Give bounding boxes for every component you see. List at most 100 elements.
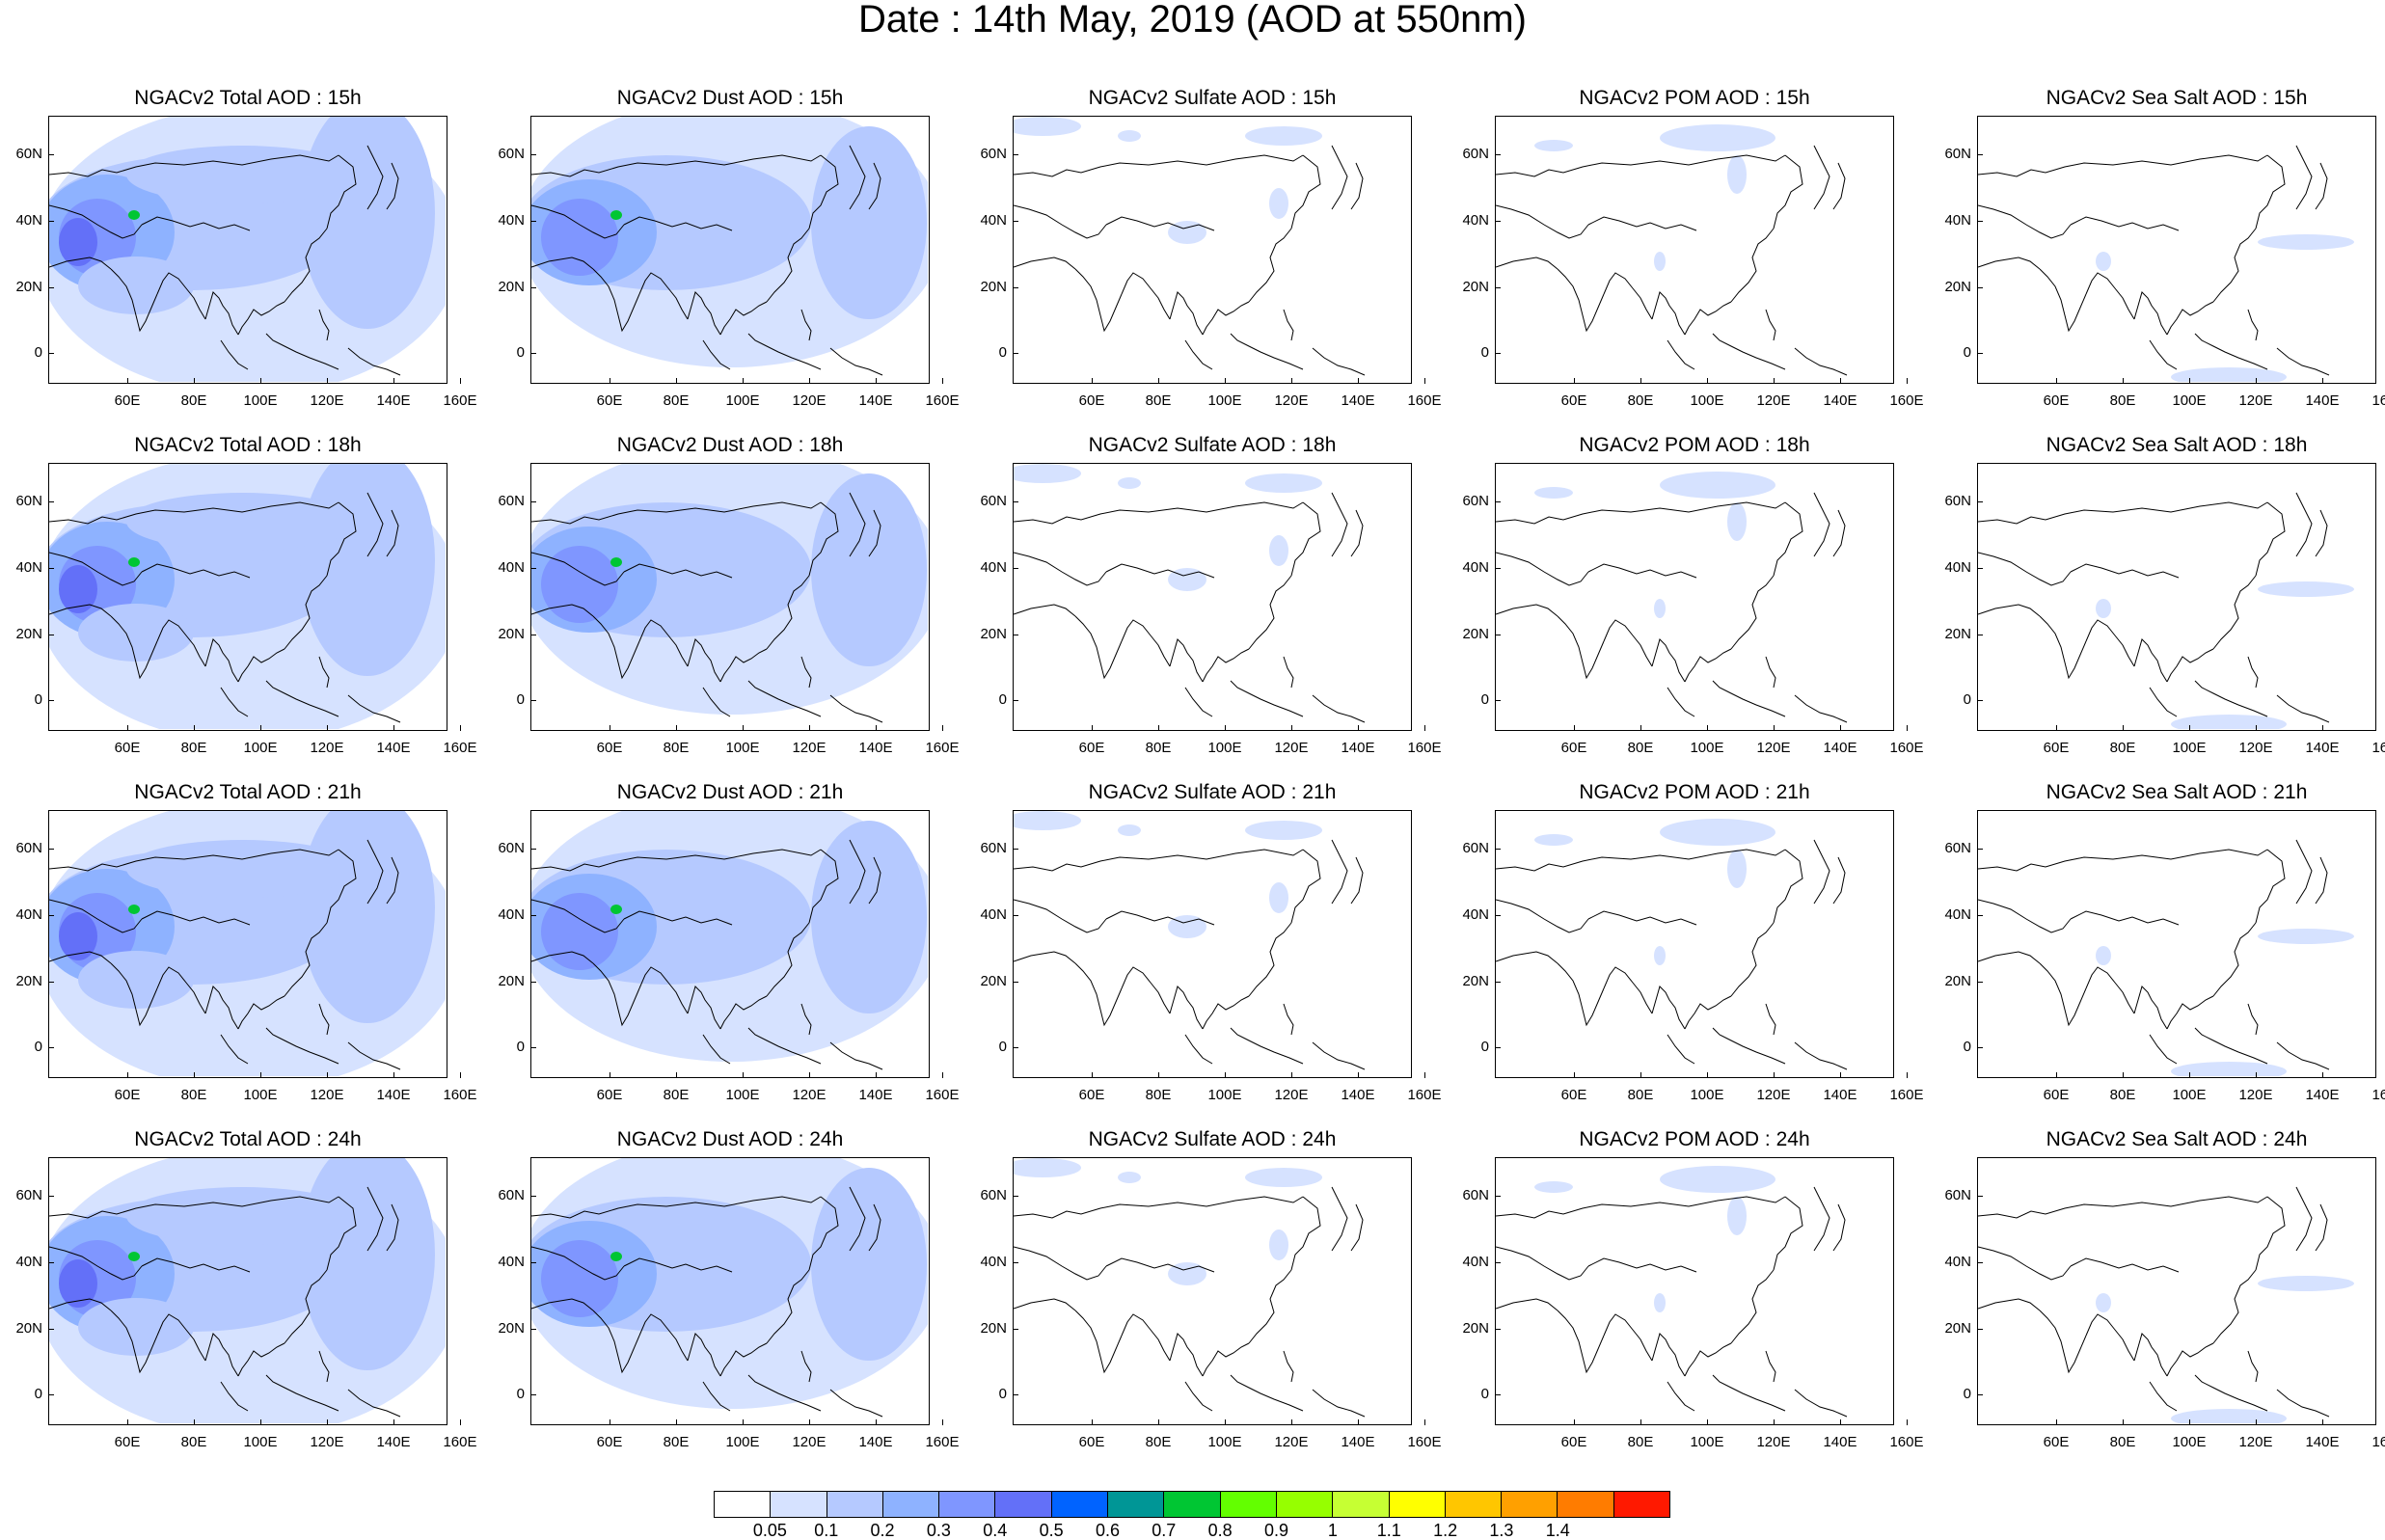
lon-tick-label: 140E (2305, 1087, 2340, 1103)
colorbar-label: 1.2 (1433, 1521, 1458, 1540)
panel-title: NGACv2 Sulfate AOD : 24h (1088, 1128, 1337, 1150)
lat-tick (1013, 1329, 1018, 1330)
aod-map (1014, 1158, 1366, 1418)
aod-field (1660, 1166, 1775, 1193)
lon-tick (2056, 1072, 2057, 1078)
coastline (1121, 966, 1171, 1014)
lon-tick (1158, 1072, 1159, 1078)
coastline (2212, 922, 2257, 997)
aod-field (1245, 1168, 1322, 1187)
coastline (386, 1203, 399, 1252)
aod-field (1014, 117, 1081, 136)
coastline (829, 347, 883, 376)
coastline (1667, 1034, 1695, 1065)
lon-tick (1574, 725, 1575, 731)
coastline (1331, 145, 1348, 210)
lon-tick-label: 100E (243, 740, 278, 756)
coastline (1496, 204, 1589, 239)
lon-tick (1092, 378, 1093, 384)
lon-tick (1291, 378, 1292, 384)
coastline (2295, 839, 2313, 905)
lat-tick-label: 20N (980, 279, 1007, 295)
lon-tick-label: 80E (2109, 392, 2136, 409)
lon-tick-label: 160E (1889, 740, 1924, 756)
coastline (531, 849, 822, 872)
coastline (366, 839, 384, 905)
panel-title: NGACv2 Sea Salt AOD : 24h (2046, 1128, 2308, 1150)
coastline (49, 604, 112, 617)
coastline (1773, 154, 1803, 230)
aod-field (1118, 824, 1141, 836)
aod-map (1496, 124, 1848, 376)
coastline (347, 347, 401, 376)
coastline (1773, 849, 1803, 924)
lat-tick-label: 60N (1462, 493, 1489, 509)
coastline (1014, 552, 1107, 586)
lon-tick (2056, 1419, 2057, 1425)
colorbar-label: 0.7 (1152, 1521, 1177, 1540)
lon-tick-label: 80E (663, 392, 690, 409)
lon-tick-label: 60E (596, 740, 623, 756)
lat-tick (530, 353, 536, 354)
coastline (110, 1310, 158, 1374)
aod-field (1014, 811, 1081, 830)
coastline (1496, 501, 1786, 525)
aod-field (811, 473, 927, 666)
lon-tick (393, 1072, 394, 1078)
lon-tick (2189, 1072, 2190, 1078)
lon-tick-label: 60E (114, 392, 141, 409)
coastline (1121, 619, 1171, 667)
coastline (1978, 257, 2041, 270)
coastline (1651, 291, 1686, 336)
lon-tick (460, 378, 461, 384)
coastline (49, 257, 112, 270)
lon-tick (2256, 378, 2257, 384)
coastline (1074, 615, 1123, 680)
coastline (237, 301, 285, 336)
colorbar-swatch (1220, 1492, 1277, 1517)
lat-tick-label: 0 (1480, 691, 1489, 708)
lon-tick (2256, 725, 2257, 731)
coastline (808, 1196, 839, 1271)
lon-tick-label: 160E (925, 1087, 960, 1103)
lon-tick (1225, 378, 1226, 384)
coastline (1014, 257, 1076, 270)
lon-tick (1291, 1419, 1292, 1425)
coastline (2166, 301, 2214, 336)
lat-tick-label: 60N (15, 493, 42, 509)
lat-tick (530, 287, 536, 288)
aod-field (128, 905, 140, 914)
lon-tick (1774, 378, 1775, 384)
coastline (237, 1342, 285, 1377)
coastline (1202, 301, 1250, 336)
lon-tick (1707, 725, 1708, 731)
lat-tick-label: 20N (15, 279, 42, 295)
lat-tick (1977, 700, 1983, 701)
lon-tick (327, 1419, 328, 1425)
coastline (623, 216, 733, 231)
aod-field (126, 493, 358, 551)
lon-tick (260, 1419, 261, 1425)
coastline (1202, 1342, 1250, 1377)
lat-tick-label: 40N (15, 906, 42, 923)
lon-tick-label: 120E (310, 1434, 344, 1450)
coastline (2247, 656, 2259, 689)
colorbar-label: 1 (1327, 1521, 1338, 1540)
colorbar-swatch (882, 1492, 940, 1517)
aod-field (1654, 946, 1666, 965)
lat-tick-label: 40N (980, 1254, 1007, 1270)
lat-tick-label: 20N (15, 1320, 42, 1337)
lat-tick-label: 0 (34, 691, 42, 708)
lon-tick-label: 120E (2238, 1434, 2273, 1450)
map-frame (1495, 810, 1894, 1078)
coastline (1290, 154, 1321, 230)
map-frame (48, 810, 447, 1078)
coastline (1730, 1269, 1775, 1344)
coastline (1794, 694, 1848, 723)
lat-tick-label: 40N (1944, 1254, 1971, 1270)
map-panel: NGACv2 Total AOD : 21h 60N 40N 20N 0 60E 80E 10… (0, 781, 476, 1119)
coastline (1684, 648, 1732, 683)
lat-tick (1977, 982, 1983, 983)
coastline (347, 1041, 401, 1070)
lon-tick (942, 1419, 943, 1425)
